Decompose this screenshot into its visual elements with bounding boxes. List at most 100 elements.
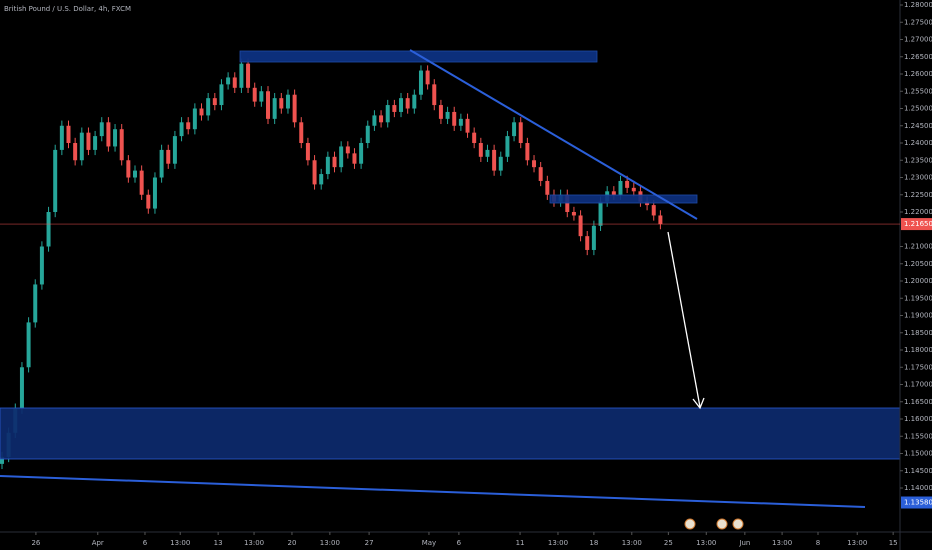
candle-body [119, 129, 124, 161]
candle-body [93, 136, 98, 150]
x-tick-label: 13:00 [696, 539, 716, 547]
x-tick-label: 13 [214, 539, 223, 547]
last-price-label: 1.21650 [904, 220, 932, 228]
candle-body [212, 98, 217, 106]
candle-body [598, 201, 603, 226]
candle-body [66, 125, 71, 144]
candle-body [299, 122, 304, 144]
candle-body [472, 132, 477, 144]
candle-body [53, 149, 58, 213]
event-badge[interactable] [732, 518, 744, 530]
candle-body [39, 246, 44, 285]
y-tick-label: 1.19500 [904, 294, 932, 302]
candle-body [571, 212, 576, 216]
lower-trendline [0, 475, 866, 508]
x-tick-label: 13:00 [622, 539, 642, 547]
candle-body [79, 132, 84, 161]
y-tick-label: 1.23000 [904, 174, 932, 182]
y-tick-label: 1.18000 [904, 346, 932, 354]
candle-body [505, 136, 510, 157]
trendline-price-label: 1.13580 [904, 499, 932, 507]
candle-body [19, 367, 24, 409]
x-tick-label: 6 [457, 539, 462, 547]
candle-body [372, 115, 377, 126]
candle-body [478, 143, 483, 157]
candle-body [26, 322, 31, 368]
candle-body [399, 98, 404, 112]
candle-body [385, 105, 390, 123]
projection-arrow [667, 231, 701, 408]
candle-body [359, 143, 364, 164]
candle-body [465, 118, 470, 133]
candle-body [432, 84, 437, 106]
candle-body [159, 149, 164, 178]
x-tick-label: Jun [738, 539, 750, 547]
candle-body [578, 215, 583, 237]
candle-body [538, 167, 543, 181]
event-badge[interactable] [684, 518, 696, 530]
candle-body [585, 236, 590, 250]
y-tick-label: 1.17500 [904, 363, 932, 371]
candle-body [485, 149, 490, 157]
trendline-price-badge [901, 496, 932, 509]
candle-body [458, 118, 463, 126]
candle-body [86, 132, 91, 150]
x-tick-label: 20 [287, 539, 296, 547]
candle-body [186, 122, 191, 130]
candle-body [532, 160, 537, 168]
x-tick-label: 11 [516, 539, 525, 547]
y-tick-label: 1.14500 [904, 467, 932, 475]
y-tick-label: 1.28000 [904, 1, 932, 9]
candle-body [126, 160, 131, 178]
candle-body [252, 87, 257, 102]
candle-body [452, 111, 457, 126]
candle-body [133, 170, 137, 178]
candle-body [325, 156, 330, 175]
candle-body [445, 111, 450, 119]
candle-body [46, 212, 51, 247]
candle-body [405, 98, 410, 109]
x-tick-label: May [422, 539, 436, 547]
y-tick-label: 1.27000 [904, 36, 932, 44]
candle-body [33, 284, 38, 323]
candle-body [618, 180, 623, 195]
y-tick-label: 1.24000 [904, 139, 932, 147]
last-price-badge [901, 218, 932, 231]
x-tick-label: 27 [365, 539, 374, 547]
x-tick-label: 6 [143, 539, 148, 547]
candle-body [625, 180, 630, 188]
x-tick-label: 25 [664, 539, 673, 547]
y-tick-label: 1.14000 [904, 484, 932, 492]
candle-body [345, 146, 350, 154]
candle-body [512, 122, 517, 137]
chart-title: British Pound / U.S. Dollar, 4h, FXCM [4, 5, 131, 13]
x-tick-label: 13:00 [847, 539, 867, 547]
event-badge[interactable] [716, 518, 728, 530]
candle-body [172, 136, 177, 164]
candle-body [272, 98, 277, 119]
candle-body [611, 191, 616, 195]
y-tick-label: 1.20500 [904, 260, 932, 268]
candle-body [166, 149, 171, 164]
x-tick-label: 26 [31, 539, 40, 547]
y-tick-label: 1.15000 [904, 450, 932, 458]
y-tick-label: 1.19000 [904, 312, 932, 320]
candle-body [152, 177, 157, 209]
candle-body [339, 146, 344, 168]
candle-body [392, 105, 397, 112]
candle-body [106, 122, 111, 147]
x-tick-label: 13:00 [772, 539, 792, 547]
candle-body [379, 115, 384, 123]
candle-body [239, 63, 244, 88]
y-tick-label: 1.25000 [904, 105, 932, 113]
candle-body [179, 122, 184, 137]
down-trendline [409, 49, 698, 220]
candle-body [591, 225, 596, 250]
y-tick-label: 1.21000 [904, 243, 932, 251]
candle-body [658, 215, 663, 225]
candle-body [73, 143, 78, 161]
y-tick-label: 1.18500 [904, 329, 932, 337]
candle-body [412, 94, 417, 109]
candle-body [285, 94, 290, 109]
